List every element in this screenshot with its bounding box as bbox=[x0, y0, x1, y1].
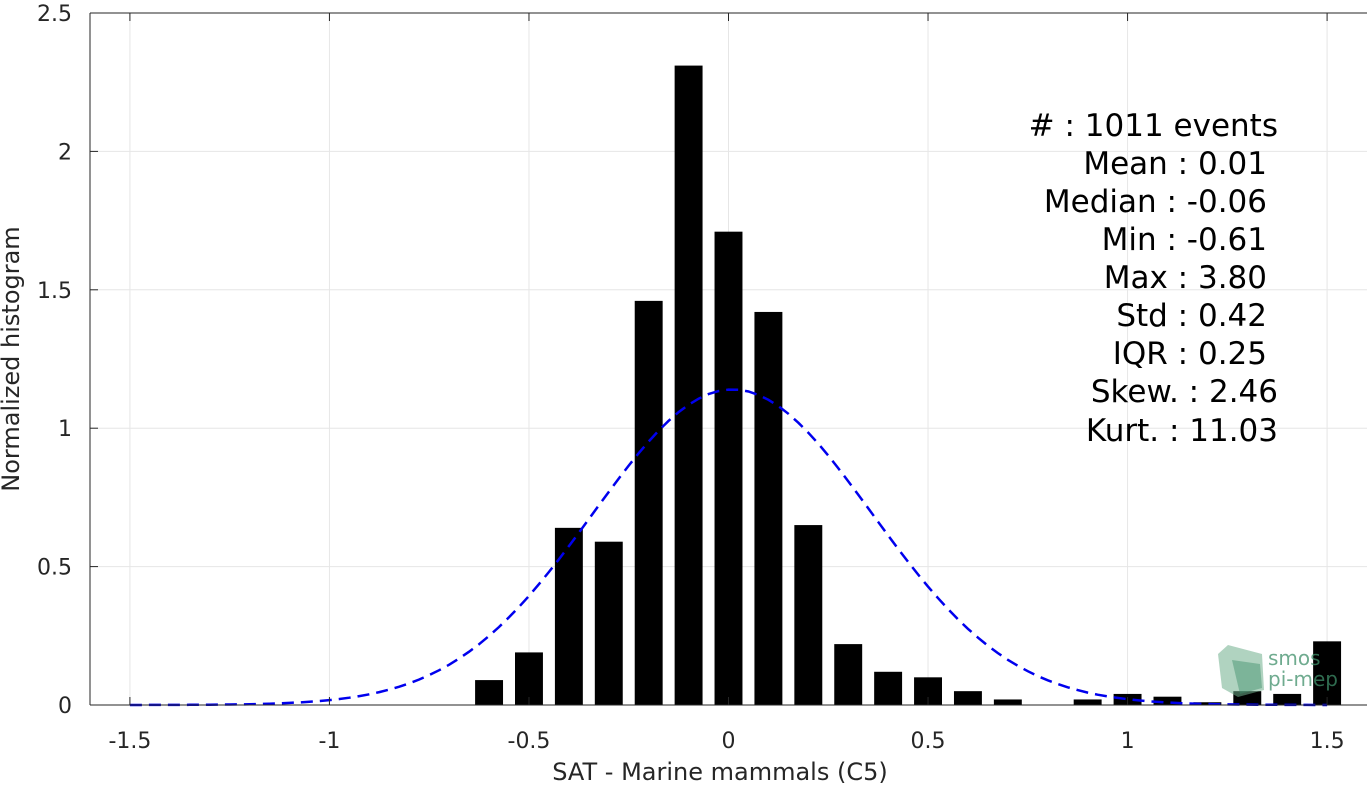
y-axis-label: Normalized histogram bbox=[0, 226, 25, 491]
histogram-bar bbox=[1073, 699, 1102, 705]
logo-mark-shadow-icon bbox=[1232, 660, 1262, 694]
y-tick-label: 0.5 bbox=[37, 556, 72, 581]
x-tick-label: 1 bbox=[1121, 729, 1135, 754]
stat-std: Std : 0.42 bbox=[1116, 298, 1267, 334]
logo-mark-icon bbox=[1218, 645, 1264, 697]
histogram-bar bbox=[1313, 641, 1342, 705]
stat-median: Median : -0.06 bbox=[1044, 184, 1267, 220]
histogram-bar bbox=[714, 231, 743, 705]
y-tick-labels: 0 0.5 1 1.5 2 2.5 bbox=[37, 2, 72, 719]
logo-line1: smos bbox=[1268, 646, 1321, 670]
histogram-bar bbox=[634, 300, 663, 705]
x-tick-label: -1.5 bbox=[108, 729, 151, 754]
bars bbox=[475, 65, 1342, 706]
histogram-bar bbox=[993, 699, 1022, 705]
y-tick-label: 2 bbox=[58, 140, 72, 165]
histogram-bar bbox=[1153, 696, 1182, 705]
logo-line2: pi-mep bbox=[1268, 667, 1338, 691]
x-axis-label: SAT - Marine mammals (C5) bbox=[552, 758, 887, 785]
x-tick-label: -0.5 bbox=[508, 729, 551, 754]
x-tick-label: 1.5 bbox=[1310, 729, 1345, 754]
histogram-bar bbox=[594, 541, 623, 705]
histogram-bar bbox=[754, 311, 783, 705]
axes bbox=[89, 12, 1367, 706]
histogram-bar bbox=[1273, 693, 1302, 705]
x-tick-label: 0.5 bbox=[911, 729, 946, 754]
y-tick-label: 2.5 bbox=[37, 2, 72, 27]
stat-min: Min : -0.61 bbox=[1102, 222, 1267, 258]
histogram-bar bbox=[674, 65, 703, 706]
stat-max: Max : 3.80 bbox=[1104, 260, 1267, 296]
histogram-bar bbox=[475, 680, 504, 705]
histogram-bar bbox=[874, 671, 903, 705]
smos-pi-mep-logo: smos pi-mep bbox=[1218, 645, 1338, 697]
stats-box: # : 1011 events Mean : 0.01 Median : -0.… bbox=[1029, 108, 1278, 449]
stat-kurt: Kurt. : 11.03 bbox=[1086, 413, 1278, 449]
histogram-bar bbox=[794, 525, 823, 705]
y-tick-label: 1.5 bbox=[37, 279, 72, 304]
y-tick-label: 0 bbox=[58, 694, 72, 719]
stat-mean: Mean : 0.01 bbox=[1083, 146, 1267, 182]
histogram-bar bbox=[554, 527, 583, 705]
x-tick-label: -1 bbox=[318, 729, 340, 754]
histogram-bar bbox=[515, 652, 543, 705]
x-tick-labels: -1.5 -1 -0.5 0 0.5 1 1.5 bbox=[108, 729, 1344, 754]
stat-iqr: IQR : 0.25 bbox=[1113, 336, 1267, 372]
y-tick-label: 1 bbox=[58, 417, 72, 442]
stat-skew: Skew. : 2.46 bbox=[1091, 374, 1278, 410]
histogram-bar bbox=[953, 691, 982, 705]
histogram-bar bbox=[834, 644, 863, 705]
stat-count: # : 1011 events bbox=[1029, 108, 1278, 144]
histogram-bar bbox=[1193, 702, 1222, 705]
x-tick-label: 0 bbox=[722, 729, 736, 754]
